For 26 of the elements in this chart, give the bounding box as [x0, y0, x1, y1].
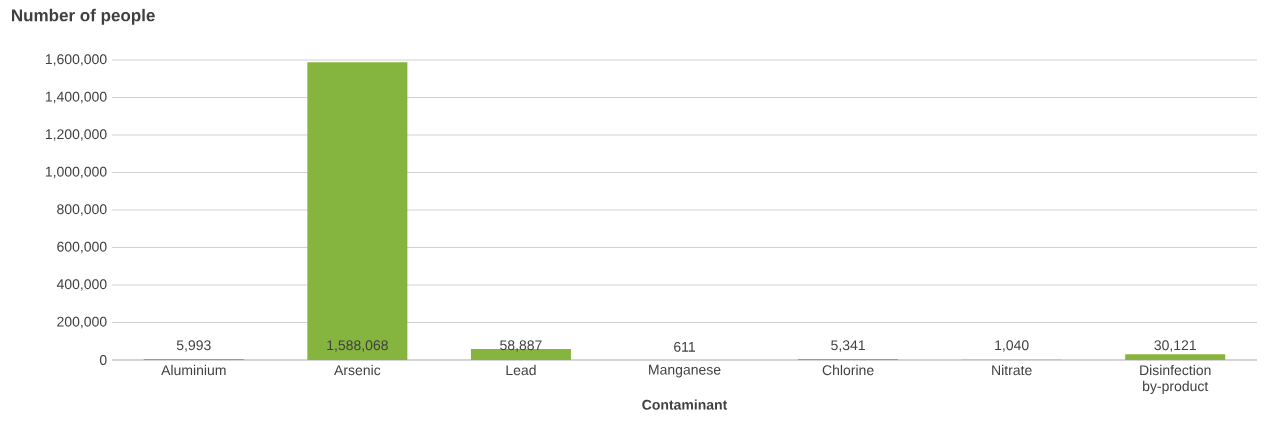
data-label: 1,040 [995, 340, 1029, 352]
x-tick-label: Nitrate [992, 364, 1032, 376]
x-tick-label: Lead [506, 364, 536, 376]
x-tick-label: Chlorine [822, 364, 874, 376]
data-label: 611 [674, 341, 695, 352]
x-axis-title: Contaminant [642, 399, 728, 410]
x-tick-label: Arsenic [334, 364, 381, 376]
bar [1125, 354, 1226, 360]
y-tick-label: 1,600,000 [45, 54, 107, 66]
data-label: 5,341 [831, 340, 865, 352]
y-tick-label: 0 [99, 355, 107, 365]
data-label: 30,121 [1154, 340, 1196, 352]
data-label: 5,993 [176, 340, 211, 352]
x-tick-label: Manganese [649, 364, 721, 378]
x-tick-label: Aluminium [161, 364, 226, 376]
y-tick-label: 800,000 [57, 204, 107, 216]
y-tick-label: 200,000 [57, 316, 107, 329]
x-tick-label: Disinfection by-product [1140, 364, 1211, 394]
bar [307, 62, 408, 360]
y-tick-label: 1,000,000 [45, 166, 107, 179]
y-tick-label: 1,400,000 [45, 91, 107, 104]
y-tick-label: 400,000 [56, 279, 107, 291]
y-tick-label: 600,000 [57, 241, 107, 254]
y-tick-label: 1,200,000 [45, 129, 107, 141]
y-axis-title: Number of people [12, 8, 155, 25]
data-label: 1,588,068 [327, 340, 388, 352]
